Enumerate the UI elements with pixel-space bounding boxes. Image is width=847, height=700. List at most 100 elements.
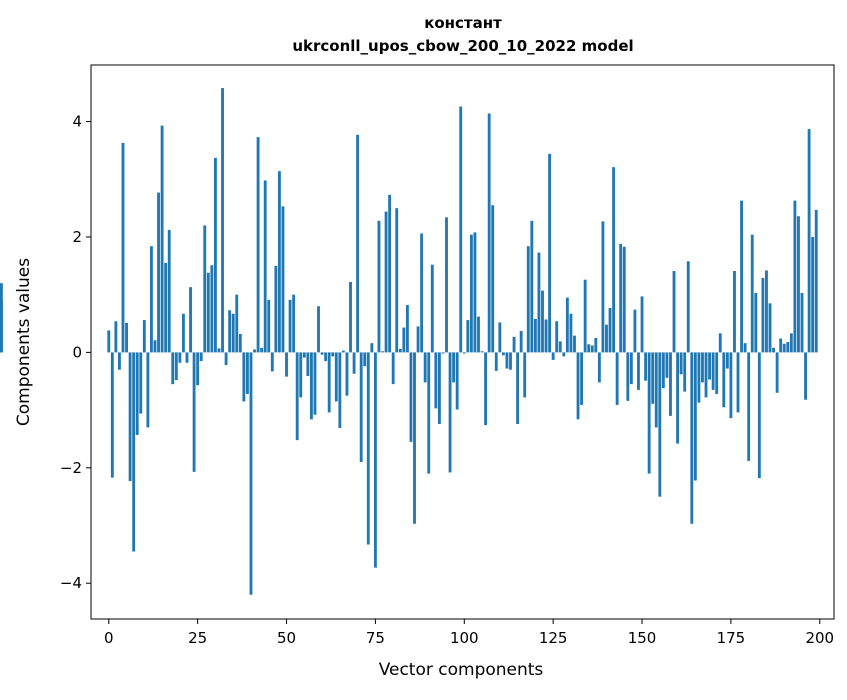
bar [487,113,491,353]
bar [541,290,544,353]
bar [231,313,235,353]
y-tick-label: 0 [72,343,82,361]
y-tick-label: −4 [60,574,82,592]
bar [160,125,164,353]
bar [718,333,722,353]
bar [313,352,317,415]
x-tick-label: 200 [805,629,834,647]
bar [665,352,669,378]
bar [800,292,804,353]
bar [235,294,239,353]
bar [786,342,790,353]
bar [270,352,274,372]
bar [434,352,438,409]
bar [132,352,136,552]
bar [359,352,363,463]
bar [811,236,815,353]
bar [320,352,324,355]
bar [580,352,584,405]
x-tick-label: 125 [539,629,568,647]
bar [765,270,768,353]
bar [299,352,303,398]
bar [277,171,281,353]
x-tick-label: 175 [717,629,746,647]
bar [672,271,676,353]
bar [285,352,288,377]
x-tick-label: 0 [104,629,114,647]
bar [473,232,477,353]
bar [466,320,470,353]
bar [615,352,619,405]
bar [491,205,495,353]
bar [263,180,267,353]
bar [455,352,459,410]
bar [462,352,466,354]
bar [633,309,637,353]
bar [409,352,413,442]
bar [750,234,754,353]
bar [708,352,711,380]
bar [761,277,765,353]
bar [167,230,171,353]
x-tick-label: 50 [277,629,296,647]
bar [224,352,228,366]
bar [249,352,253,595]
bar [477,316,480,353]
bar [583,279,587,353]
bar [640,296,644,353]
bar [573,335,576,353]
x-axis-ticks: 0 25 50 75 100 125 150 175 200 [104,619,834,647]
bar [288,299,292,353]
bar [373,352,377,568]
bar [267,299,271,353]
bar [590,345,594,353]
y-tick-label: −2 [60,459,82,477]
bar [377,220,381,353]
bar [185,352,189,363]
bar [292,294,296,353]
y-tick-label: 4 [72,113,82,131]
bar [519,331,523,353]
bar [498,322,502,353]
bar [658,352,662,497]
bar [391,352,395,385]
bar [0,283,3,353]
bar [217,348,221,353]
bar [512,336,516,353]
bar [260,347,264,353]
bar [509,352,512,370]
bar [494,352,498,371]
bar [309,352,313,420]
bar [537,252,541,353]
bar [128,352,132,482]
bar [345,352,349,396]
bar [338,352,342,428]
bar [157,192,160,353]
bar [523,352,527,398]
bar [569,313,573,353]
bar [775,352,779,393]
bar [352,352,356,374]
plot-frame [90,64,835,620]
bar [647,352,651,474]
bar [135,352,139,435]
bar [480,351,484,353]
chart-title-line-2: ukrconll_upos_cbow_200_10_2022 model [292,37,633,55]
bar [334,352,338,402]
bar [327,352,331,413]
bar [253,349,256,353]
bar [238,333,242,353]
x-tick-label: 25 [188,629,207,647]
bar [594,337,598,353]
bar [441,352,445,354]
bar [804,352,807,400]
bar [395,208,399,353]
bar [420,233,424,353]
bar [551,352,555,360]
bar [661,352,665,389]
bar [704,352,708,398]
bar [733,271,736,353]
bar [654,352,658,428]
bar [110,352,114,478]
bar [164,262,168,353]
